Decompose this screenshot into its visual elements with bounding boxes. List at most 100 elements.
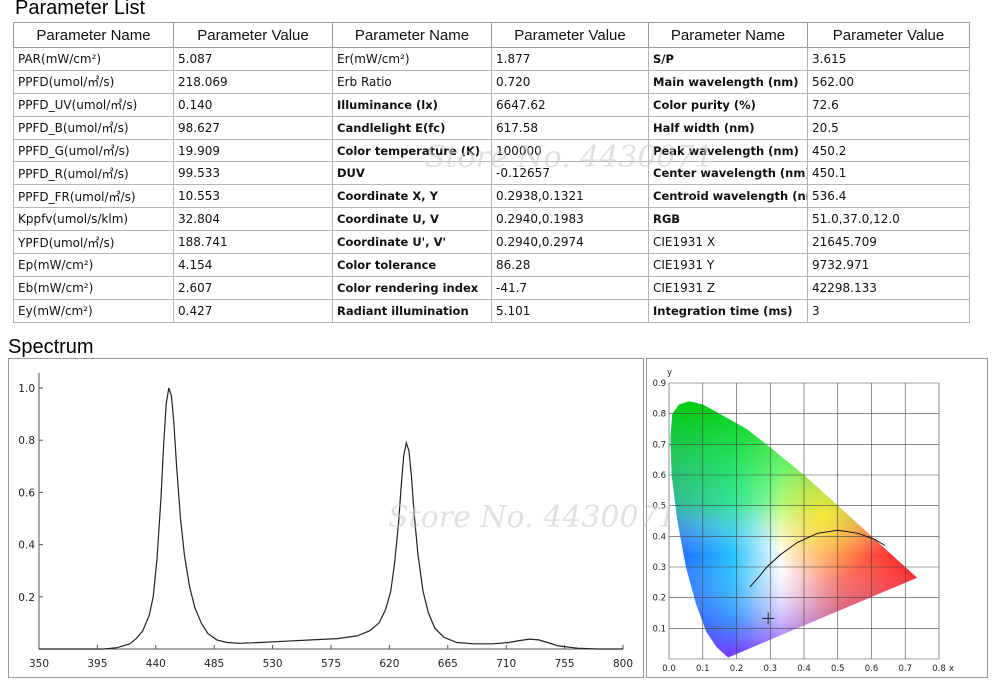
- spectrum-series-line: [39, 387, 623, 650]
- column-header: Parameter Value: [807, 22, 970, 48]
- column-header: Parameter Name: [648, 22, 808, 48]
- parameter-name-cell: Eb(mW/cm²): [13, 275, 174, 300]
- x-tick-label: 0.1: [696, 664, 710, 674]
- parameter-name-cell: CIE1931 X: [648, 230, 808, 255]
- parameter-value-cell: 21645.709: [807, 230, 970, 255]
- column-header: Parameter Name: [332, 22, 492, 48]
- parameter-value-cell: 2.607: [173, 275, 333, 300]
- parameter-value-cell: 218.069: [173, 69, 333, 94]
- x-tick-label: 0.0: [662, 664, 676, 674]
- spectrum-chart: 350 395 440 485 530 575 620 665 710 755 800 0.2 0.4 0…: [8, 358, 644, 678]
- parameter-name-cell: S/P: [648, 47, 808, 71]
- parameter-value-cell: 100000: [491, 138, 649, 163]
- parameter-name-cell: PPFD_FR(umol/㎡/s): [13, 184, 174, 209]
- parameter-name-cell: Ey(mW/cm²): [13, 298, 174, 323]
- parameter-name-cell: Ep(mW/cm²): [13, 253, 174, 277]
- y-tick-label: 0.2: [18, 592, 35, 604]
- x-tick-label: 710: [496, 658, 516, 670]
- x-tick-label: 0.8: [932, 664, 946, 674]
- table-row: Eb(mW/cm²) 2.607 Color rendering index -41.…: [13, 275, 970, 300]
- table-row: PAR(mW/cm²) 5.087 Er(mW/cm²) 1.877 S/P 3.615: [13, 47, 970, 71]
- x-tick-label: 485: [204, 658, 224, 670]
- parameter-value-cell: 9732.971: [807, 253, 970, 277]
- table-row: Kppfv(umol/s/klm) 32.804 Coordinate U, V 0.…: [13, 207, 970, 232]
- parameter-name-cell: PPFD_G(umol/㎡/s): [13, 138, 174, 163]
- x-tick-label: 530: [263, 658, 283, 670]
- planckian-locus-line: [749, 529, 886, 588]
- parameter-value-cell: 6647.62: [491, 92, 649, 117]
- table-row: PPFD_UV(umol/㎡/s) 0.140 Illuminance (lx) 66…: [13, 92, 970, 117]
- y-axis-label: y: [667, 368, 672, 378]
- parameter-value-cell: 536.4: [807, 184, 970, 209]
- parameter-value-cell: 72.6: [807, 92, 970, 117]
- column-header: Parameter Name: [13, 22, 174, 48]
- parameter-value-cell: 3.615: [807, 47, 970, 71]
- parameter-name-cell: DUV: [332, 161, 492, 186]
- parameter-name-cell: PAR(mW/cm²): [13, 47, 174, 71]
- parameter-value-cell: 19.909: [173, 138, 333, 163]
- parameter-name-cell: PPFD_B(umol/㎡/s): [13, 115, 174, 140]
- x-tick-label: 0.3: [763, 664, 777, 674]
- table-row: PPFD_G(umol/㎡/s) 19.909 Color temperature …: [13, 138, 970, 163]
- y-tick-label: 0.2: [652, 594, 666, 604]
- parameter-value-cell: 188.741: [173, 230, 333, 255]
- x-tick-label: 0.4: [797, 664, 811, 674]
- spectrum-title: Spectrum: [8, 336, 94, 358]
- x-tick-label: 350: [29, 658, 49, 670]
- parameter-value-cell: 450.1: [807, 161, 970, 186]
- parameter-name-cell: PPFD(umol/㎡/s): [13, 69, 174, 94]
- parameter-value-cell: 0.140: [173, 92, 333, 117]
- parameter-name-cell: Coordinate U, V: [332, 207, 492, 232]
- x-tick-label: 0.6: [865, 664, 879, 674]
- spectrum-plot: 350 395 440 485 530 575 620 665 710 755 800 0.2 0.4 0…: [18, 373, 633, 670]
- parameter-value-cell: 3: [807, 298, 970, 323]
- x-axis-label: x: [949, 664, 954, 674]
- parameter-value-cell: 99.533: [173, 161, 333, 186]
- parameter-name-cell: Color rendering index: [332, 275, 492, 300]
- parameter-name-cell: PPFD_R(umol/㎡/s): [13, 161, 174, 186]
- x-tick-label: 620: [379, 658, 399, 670]
- parameter-name-cell: Kppfv(umol/s/klm): [13, 207, 174, 232]
- y-tick-label: 0.8: [652, 410, 666, 420]
- y-tick-label: 0.8: [18, 435, 35, 447]
- parameter-value-cell: 10.553: [173, 184, 333, 209]
- parameter-table: Parameter Name Parameter Value Parameter…: [13, 22, 970, 323]
- table-row: YPFD(umol/㎡/s) 188.741 Coordinate U', V' 0.…: [13, 230, 970, 255]
- x-tick-label: 0.7: [898, 664, 912, 674]
- table-row: PPFD(umol/㎡/s) 218.069 Erb Ratio 0.720 Main …: [13, 69, 970, 94]
- parameter-name-cell: Color tolerance: [332, 253, 492, 277]
- parameter-value-cell: 0.720: [491, 69, 649, 94]
- x-tick-label: 0.2: [730, 664, 744, 674]
- cie-plot: 0.0 0.1 0.2 0.3 0.4 0.5 0.6 0.7 0.8 0.1 0.2 0.3 0.4 0…: [652, 368, 954, 674]
- x-tick-label: 440: [146, 658, 166, 670]
- column-header: Parameter Value: [491, 22, 649, 48]
- cie-chromaticity-chart: 0.0 0.1 0.2 0.3 0.4 0.5 0.6 0.7 0.8 0.1 0.2 0.3 0.4 0…: [646, 358, 988, 678]
- parameter-name-cell: Color purity (%): [648, 92, 808, 117]
- parameter-value-cell: 5.087: [173, 47, 333, 71]
- y-tick-label: 0.1: [652, 624, 666, 634]
- parameter-name-cell: YPFD(umol/㎡/s): [13, 230, 174, 255]
- x-tick-label: 755: [555, 658, 575, 670]
- parameter-name-cell: PPFD_UV(umol/㎡/s): [13, 92, 174, 117]
- parameter-name-cell: Integration time (ms): [648, 298, 808, 323]
- table-row: Ep(mW/cm²) 4.154 Color tolerance 86.28 CIE19…: [13, 253, 970, 277]
- parameter-value-cell: -41.7: [491, 275, 649, 300]
- parameter-name-cell: Radiant illumination: [332, 298, 492, 323]
- parameter-value-cell: 98.627: [173, 115, 333, 140]
- parameter-name-cell: Half width (nm): [648, 115, 808, 140]
- parameter-value-cell: 4.154: [173, 253, 333, 277]
- y-tick-label: 0.4: [18, 540, 35, 552]
- parameter-name-cell: Centroid wavelength (nm): [648, 184, 808, 209]
- parameter-value-cell: 0.2940,0.1983: [491, 207, 649, 232]
- table-row: PPFD_FR(umol/㎡/s) 10.553 Coordinate X, Y 0.…: [13, 184, 970, 209]
- y-tick-label: 0.3: [652, 563, 666, 573]
- column-header: Parameter Value: [173, 22, 333, 48]
- x-tick-label: 665: [438, 658, 458, 670]
- parameter-value-cell: 450.2: [807, 138, 970, 163]
- parameter-value-cell: 42298.133: [807, 275, 970, 300]
- x-tick-label: 0.5: [831, 664, 845, 674]
- table-header-row: Parameter Name Parameter Value Parameter…: [13, 22, 970, 48]
- parameter-name-cell: Peak wavelength (nm): [648, 138, 808, 163]
- parameter-name-cell: RGB: [648, 207, 808, 232]
- parameter-name-cell: Coordinate X, Y: [332, 184, 492, 209]
